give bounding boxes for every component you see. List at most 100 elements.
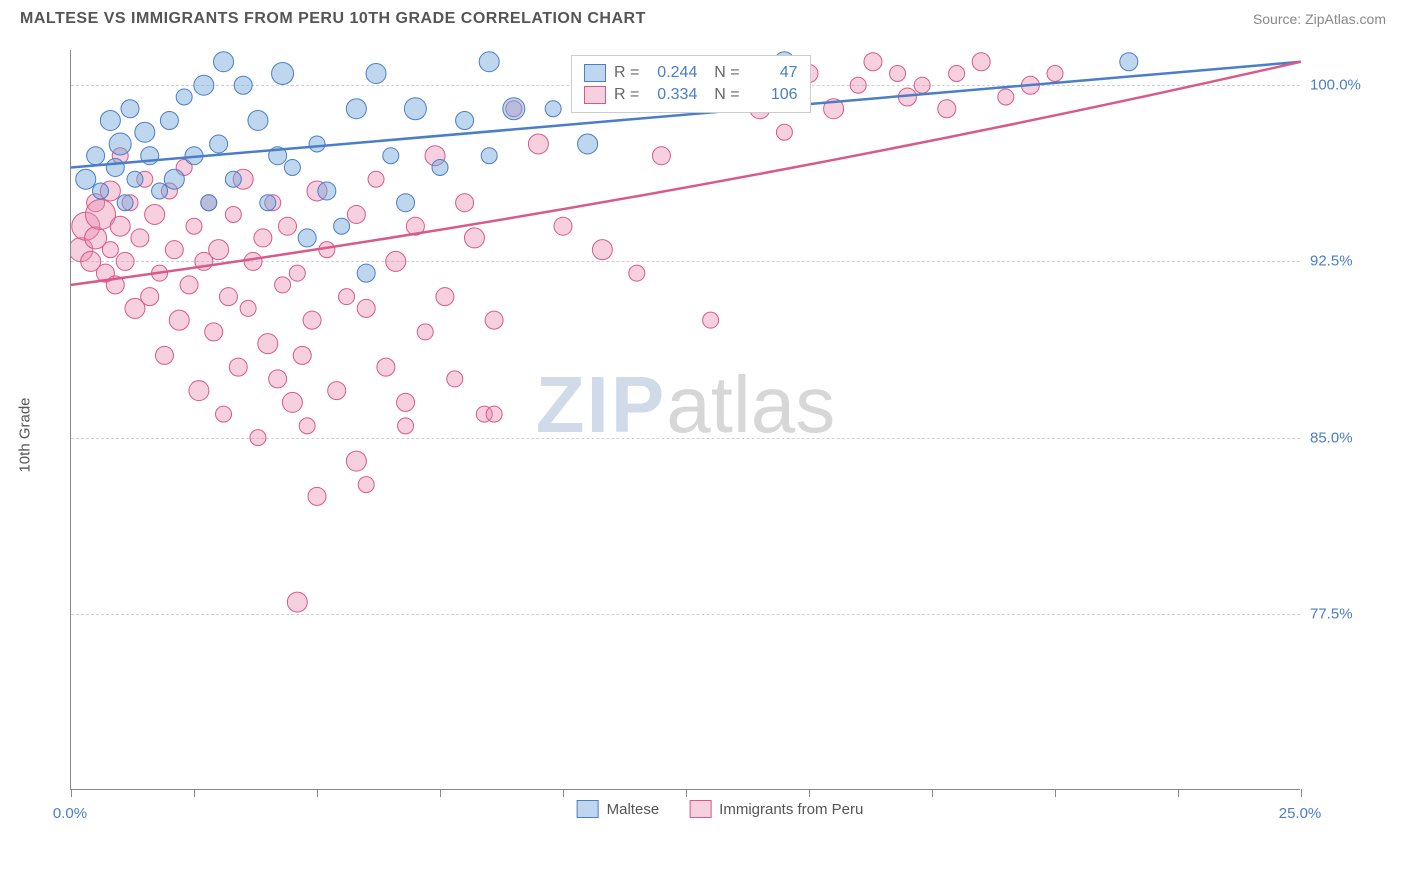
data-point [545, 101, 561, 117]
data-point [652, 147, 670, 165]
data-point [417, 324, 433, 340]
data-point [260, 195, 276, 211]
data-point [357, 299, 375, 317]
data-point [106, 158, 124, 176]
n-label: N = [705, 86, 739, 104]
data-point [456, 194, 474, 212]
data-point [93, 183, 109, 199]
n-value-peru: 106 [748, 86, 798, 104]
data-point [397, 393, 415, 411]
data-point [456, 111, 474, 129]
data-point [275, 277, 291, 293]
data-point [216, 406, 232, 422]
data-point [127, 171, 143, 187]
data-point [100, 110, 120, 130]
x-tick [563, 789, 564, 797]
data-point [160, 111, 178, 129]
data-point [486, 406, 502, 422]
data-point [479, 52, 499, 72]
legend-label-maltese: Maltese [607, 801, 660, 818]
data-point [949, 65, 965, 81]
data-point [214, 52, 234, 72]
data-point [176, 89, 192, 105]
data-point [397, 194, 415, 212]
data-point [1120, 53, 1138, 71]
data-point [398, 418, 414, 434]
stats-row-maltese: R = 0.244 N = 47 [584, 62, 798, 84]
data-point [102, 242, 118, 258]
x-tick [1178, 789, 1179, 797]
n-value-maltese: 47 [748, 64, 798, 82]
swatch-peru [689, 800, 711, 818]
data-point [180, 276, 198, 294]
data-point [850, 77, 866, 93]
data-point [284, 159, 300, 175]
data-point [481, 148, 497, 164]
data-point [205, 323, 223, 341]
data-point [339, 289, 355, 305]
legend-item-peru: Immigrants from Peru [689, 800, 863, 818]
legend-label-peru: Immigrants from Peru [719, 801, 863, 818]
data-point [293, 346, 311, 364]
data-point [299, 418, 315, 434]
data-point [346, 99, 366, 119]
legend-item-maltese: Maltese [577, 800, 660, 818]
data-point [386, 251, 406, 271]
data-point [287, 592, 307, 612]
data-point [864, 53, 882, 71]
swatch-maltese [577, 800, 599, 818]
data-point [244, 252, 262, 270]
data-point [703, 312, 719, 328]
data-point [503, 98, 525, 120]
data-point [377, 358, 395, 376]
data-point [225, 206, 241, 222]
data-point [998, 89, 1014, 105]
data-point [629, 265, 645, 281]
data-point [121, 100, 139, 118]
data-point [1047, 65, 1063, 81]
data-point [131, 229, 149, 247]
data-point [938, 100, 956, 118]
data-point [278, 217, 296, 235]
data-point [972, 53, 990, 71]
data-point [464, 228, 484, 248]
data-point [358, 477, 374, 493]
data-point [776, 124, 792, 140]
x-tick [440, 789, 441, 797]
chart: 10th Grade ZIPatlas R = 0.244 N = 47 R =… [70, 50, 1370, 820]
y-tick-label: 100.0% [1310, 77, 1361, 94]
data-point [165, 241, 183, 259]
data-point [303, 311, 321, 329]
series-legend: Maltese Immigrants from Peru [577, 800, 864, 818]
data-point [76, 169, 96, 189]
x-tick-label: 0.0% [53, 805, 87, 822]
x-tick [809, 789, 810, 797]
r-label: R = [614, 64, 639, 82]
data-point [554, 217, 572, 235]
data-point [135, 122, 155, 142]
data-point [225, 171, 241, 187]
chart-title: MALTESE VS IMMIGRANTS FROM PERU 10TH GRA… [20, 10, 646, 28]
data-point [229, 358, 247, 376]
data-point [282, 392, 302, 412]
data-point [258, 334, 278, 354]
r-label: R = [614, 86, 639, 104]
stats-row-peru: R = 0.334 N = 106 [584, 84, 798, 106]
data-point [210, 135, 228, 153]
data-point [592, 240, 612, 260]
data-point [219, 288, 237, 306]
data-point [109, 133, 131, 155]
data-point [201, 195, 217, 211]
data-point [186, 218, 202, 234]
data-point [334, 218, 350, 234]
x-tick [686, 789, 687, 797]
data-point [347, 205, 365, 223]
data-point [914, 77, 930, 93]
y-tick-label: 77.5% [1310, 605, 1353, 622]
data-point [357, 264, 375, 282]
data-point [116, 252, 134, 270]
data-point [250, 430, 266, 446]
data-point [366, 63, 386, 83]
data-point [528, 134, 548, 154]
data-point [254, 229, 272, 247]
